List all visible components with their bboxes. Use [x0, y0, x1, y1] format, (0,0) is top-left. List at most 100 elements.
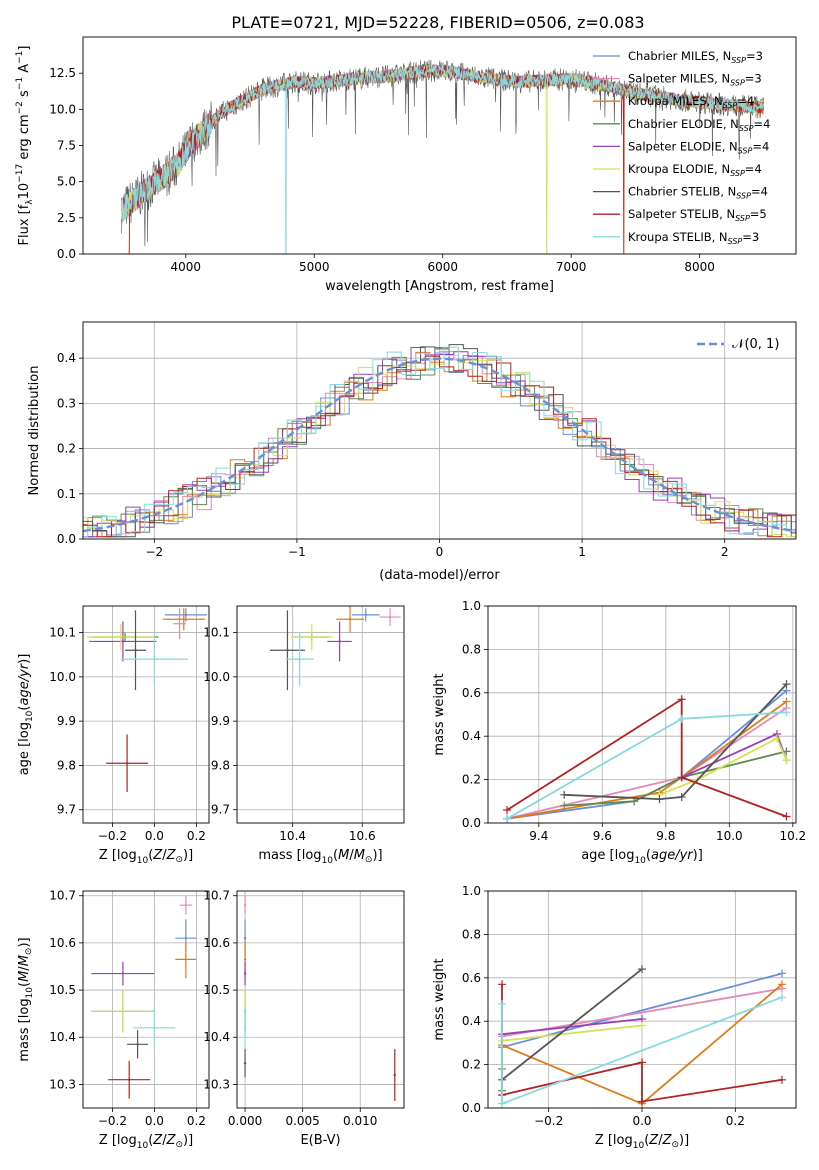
weight-marker: [498, 980, 506, 989]
x-tick-label: 7000: [556, 260, 587, 274]
y-tick-label: 10.5: [49, 983, 76, 997]
data-point: [243, 903, 247, 907]
histogram-9: [83, 346, 796, 538]
legend-label: Kroupa MILES, NSSP=4: [628, 94, 754, 110]
x-axis-label: Z [log10(Z/Z⊙)]: [99, 848, 193, 866]
y-tick-label: 10.6: [49, 936, 76, 950]
y-tick-label: 9.8: [57, 758, 76, 772]
data-point: [134, 649, 137, 652]
y-tick-label: 0.0: [57, 532, 76, 546]
residuals-panel: −2 −1 0 1 2 0.0 0.1 0.2 0.3 0.4 (data-model)/error…: [27, 321, 797, 583]
x-tick-label: 1: [578, 545, 586, 559]
x-tick-label: 0.005: [285, 1114, 319, 1128]
y-tick-label: 10.3: [203, 1077, 230, 1091]
x-tick-label: 9.8: [656, 829, 675, 843]
data-point: [338, 640, 341, 643]
x-tick-label: 6000: [427, 260, 458, 274]
axes-frame: [82, 321, 797, 540]
x-tick-label: 10.2: [779, 829, 806, 843]
legend-label: Kroupa ELODIE, NSSP=4: [628, 162, 762, 178]
weight-marker: [498, 1099, 506, 1108]
y-tick-label: 0.1: [57, 487, 76, 501]
data-point: [184, 613, 188, 617]
weight-line: [659, 737, 788, 796]
x-tick-label: 5000: [299, 260, 330, 274]
weight-marker: [677, 714, 686, 723]
y-tick-label: 9.9: [57, 714, 76, 728]
x-axis-label: age [log10(age/yr)]: [581, 848, 703, 866]
y-tick-label: 10.3: [49, 1077, 76, 1091]
legend-label: Salpeter MILES, NSSP=3: [628, 72, 762, 88]
x-tick-label: −0.2: [534, 1114, 563, 1128]
weight-marker: [655, 795, 664, 804]
z-weight-panel: −0.2 0.0 0.2 0.0 0.2 0.4 0.6 0.8 1.0 Z [log10(Z/Z…: [432, 884, 797, 1151]
x-tick-label: 0.0: [632, 1114, 651, 1128]
weight-marker: [778, 969, 786, 978]
y-tick-label: 0.4: [462, 1014, 481, 1028]
histogram-6: [83, 355, 796, 538]
axes-frame: [82, 605, 210, 824]
x-tick-label: 9.4: [529, 829, 548, 843]
y-tick-label: 9.9: [211, 714, 230, 728]
y-tick-label: 7.5: [57, 139, 76, 153]
y-tick-label: 0.6: [462, 971, 481, 985]
weight-line: [501, 1024, 643, 1042]
x-axis-label: wavelength [Angstrom, rest frame]: [325, 279, 554, 294]
x-tick-label: 0.2: [726, 1114, 745, 1128]
spectrum-panel: 4000 5000 6000 7000 8000 0.0 2.5 5.0 7.5 10.0 12.5…: [15, 36, 797, 294]
spectrum-line-9: [121, 63, 764, 254]
y-tick-label: 1.0: [462, 599, 481, 613]
x-tick-label: 2: [721, 545, 729, 559]
x-tick-label: 0.0: [145, 1114, 164, 1128]
legend-label: Chabrier MILES, NSSP=3: [628, 49, 763, 65]
x-tick-label: 10.0: [716, 829, 743, 843]
weight-marker: [782, 697, 791, 706]
x-tick-label: 0.2: [187, 829, 206, 843]
data-point: [121, 1010, 125, 1013]
y-tick-label: 0.2: [462, 773, 481, 787]
y-axis-label: mass [log10(M/M⊙)]: [17, 937, 35, 1061]
weight-marker: [778, 993, 786, 1002]
data-point: [393, 1073, 396, 1077]
x-tick-label: 0.0: [145, 829, 164, 843]
y-tick-label: 0.0: [462, 816, 481, 830]
legend-label: Chabrier STELIB, NSSP=4: [628, 185, 768, 201]
axes-frame: [487, 605, 797, 824]
data-point: [243, 1026, 247, 1030]
weight-marker: [638, 1021, 646, 1030]
x-tick-label: 0: [436, 545, 444, 559]
data-point: [125, 762, 129, 765]
weight-marker: [638, 1097, 646, 1106]
x-tick-label: 10.4: [279, 829, 306, 843]
y-tick-label: 10.7: [203, 889, 230, 903]
y-tick-label: 10.0: [49, 102, 76, 116]
ebv-mass-panel: 0.000 0.005 0.010 10.3 10.4 10.5 10.6 10.7: [203, 889, 405, 1128]
data-point: [184, 903, 188, 907]
y-tick-label: 5.0: [57, 175, 76, 189]
normal-curve: [83, 357, 796, 533]
data-point: [260, 319, 262, 321]
weight-line: [506, 697, 787, 818]
y-axis-label: mass weight: [432, 958, 447, 1040]
x-tick-label: 8000: [684, 260, 715, 274]
age-weight-panel: 9.4 9.6 9.8 10.0 10.2 0.0 0.2 0.4 0.6 0.8 1.0 age […: [432, 599, 806, 866]
x-axis-label: (data-model)/error: [379, 568, 500, 583]
weight-marker: [638, 965, 646, 974]
data-point: [182, 618, 185, 621]
z-age-panel: −0.2 0.0 0.2 9.7 9.8 9.9 10.0 10.1 Z [log10(Z/Z⊙…: [17, 605, 210, 866]
x-tick-label: 0.010: [343, 1114, 377, 1128]
data-point: [310, 635, 314, 639]
weight-line: [501, 968, 643, 1081]
data-point: [364, 613, 367, 617]
x-tick-label: −2: [145, 545, 163, 559]
y-tick-label: 10.7: [49, 889, 76, 903]
weight-line: [501, 1018, 643, 1036]
y-tick-label: 0.0: [462, 1101, 481, 1115]
data-point: [298, 657, 301, 661]
y-tick-label: 10.0: [49, 670, 76, 684]
weight-line: [564, 683, 788, 801]
weight-marker: [772, 734, 781, 743]
data-point: [243, 958, 247, 961]
weight-marker: [503, 814, 512, 823]
y-tick-label: 10.0: [203, 670, 230, 684]
